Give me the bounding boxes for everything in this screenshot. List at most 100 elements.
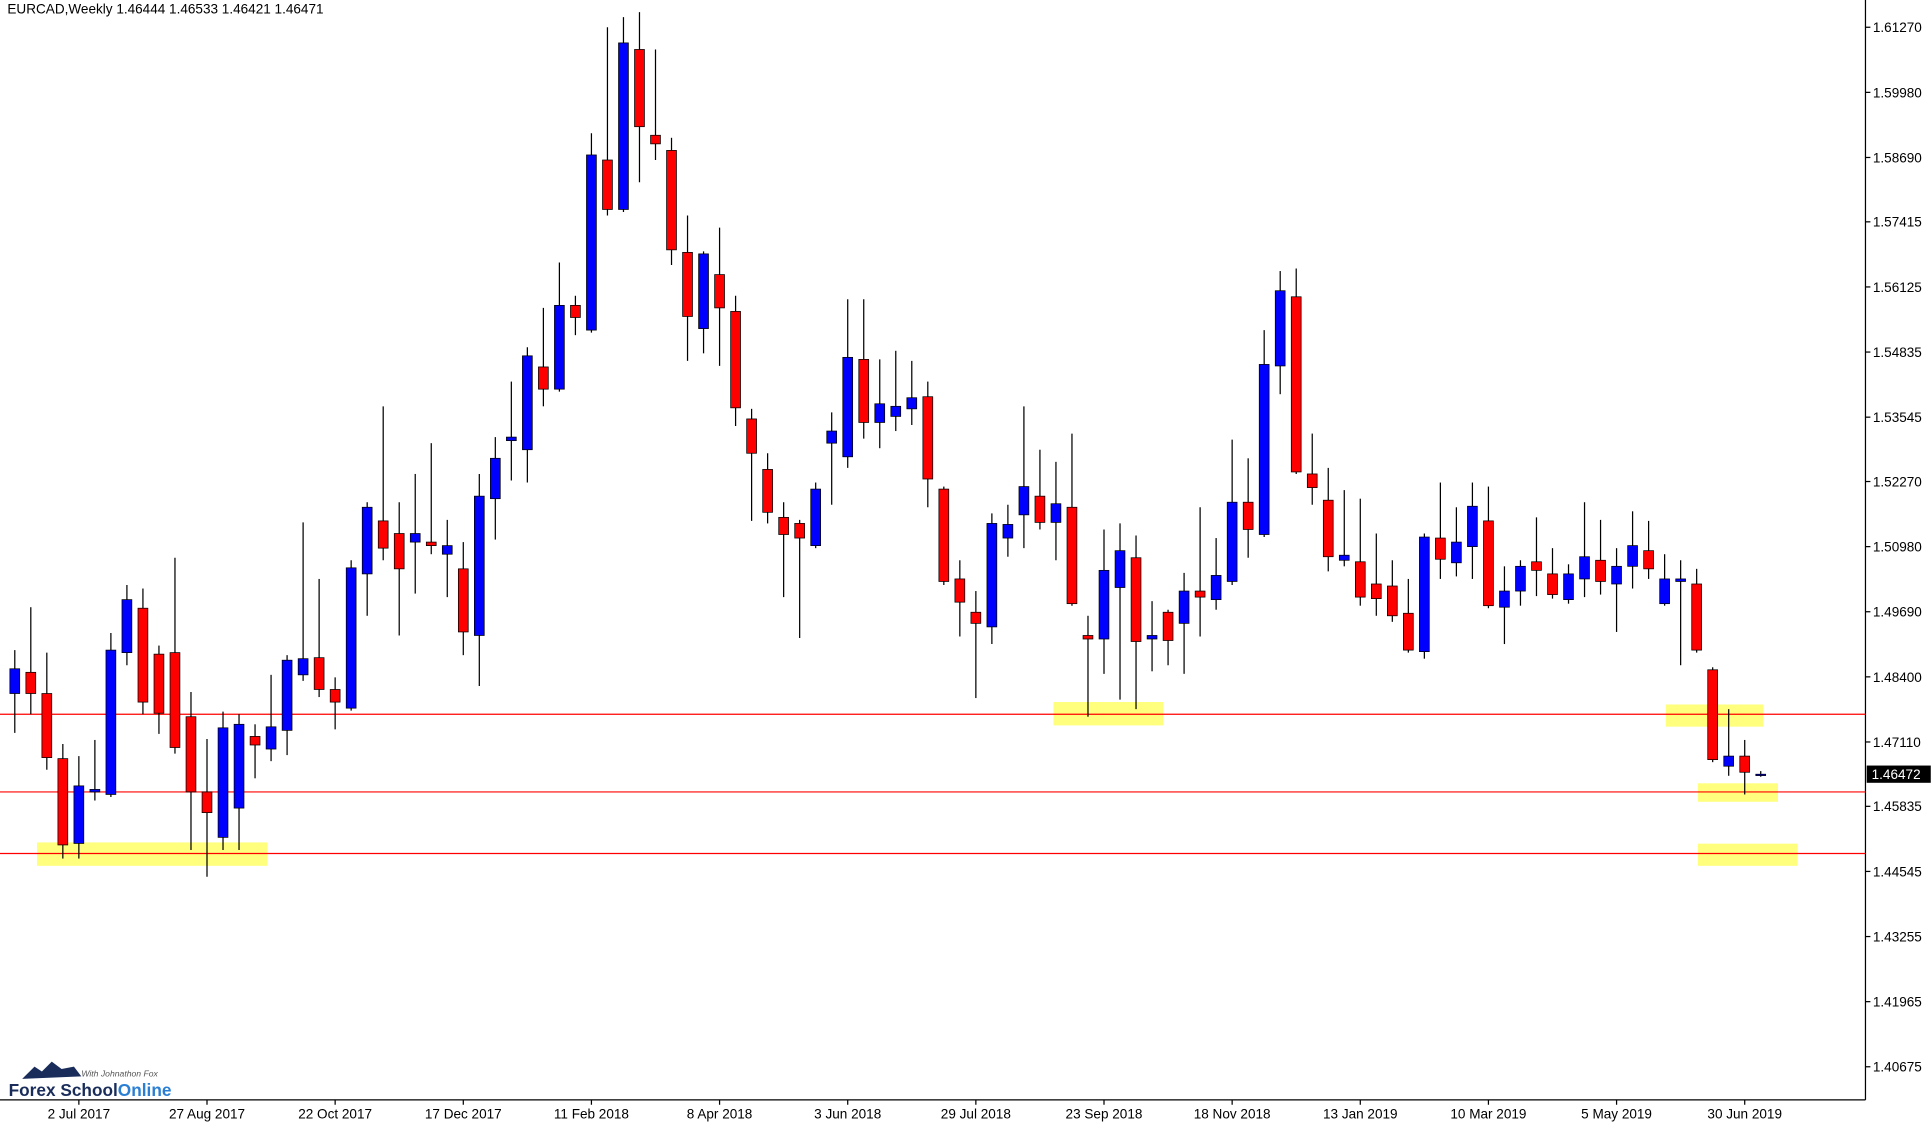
y-tick-label: 1.47110 — [1873, 735, 1921, 750]
candle-body — [281, 659, 293, 731]
candle-body — [1274, 290, 1286, 367]
candle-body — [249, 736, 261, 746]
candle-body — [1499, 590, 1510, 608]
candle-body — [1306, 473, 1318, 488]
y-tick-label: 1.58690 — [1873, 150, 1922, 165]
candle-body — [1018, 486, 1030, 516]
candle-body — [169, 652, 181, 748]
candle-body — [970, 611, 982, 624]
candle-body — [25, 671, 37, 694]
candle-body — [1322, 499, 1334, 558]
candle-body — [1338, 554, 1350, 561]
x-tick-label: 22 Oct 2017 — [298, 1106, 372, 1121]
x-tick-label: 18 Nov 2018 — [1194, 1106, 1271, 1121]
logo: With Johnathon Fox Forex SchoolOnline — [9, 1061, 172, 1100]
x-tick-label: 11 Feb 2018 — [554, 1106, 629, 1121]
candle-body — [1002, 524, 1014, 539]
candle-body — [1226, 501, 1238, 582]
logo-name-main: Forex School — [9, 1080, 118, 1100]
candle-body — [1467, 505, 1478, 548]
candle-body — [457, 568, 469, 633]
candle-body — [602, 159, 613, 210]
candle-body — [986, 523, 998, 628]
candle-body — [810, 488, 821, 546]
candle-body — [1258, 364, 1270, 535]
candle-body — [858, 359, 870, 423]
y-tick-label: 1.48400 — [1873, 670, 1922, 685]
candle-body — [1755, 773, 1767, 776]
candle-body — [73, 785, 85, 844]
candle-body — [874, 403, 886, 423]
candle-body — [554, 304, 565, 390]
candle-body — [1290, 296, 1302, 473]
candle-body — [666, 150, 677, 251]
x-tick-label: 3 Jun 2018 — [814, 1106, 881, 1121]
candle-body — [1034, 495, 1046, 523]
candle-body — [233, 723, 245, 809]
y-tick-label: 1.53545 — [1873, 410, 1922, 425]
candle-body — [1242, 501, 1254, 530]
x-tick-label: 2 Jul 2017 — [48, 1106, 111, 1121]
y-tick-label: 1.54835 — [1873, 345, 1922, 360]
y-tick-label: 1.56125 — [1873, 280, 1922, 295]
candle-body — [1739, 755, 1751, 773]
candle-body — [1194, 590, 1206, 598]
candle-body — [1371, 583, 1382, 599]
candle-body — [906, 397, 918, 410]
x-tick-label: 5 May 2019 — [1581, 1106, 1652, 1121]
candle-body — [506, 436, 517, 442]
y-tick-label: 1.45835 — [1873, 799, 1922, 814]
candle-body — [538, 366, 549, 390]
candle-body — [1595, 559, 1606, 582]
candle-body — [1707, 669, 1718, 761]
chart-title: EURCAD,Weekly 1.46444 1.46533 1.46421 1.… — [7, 2, 323, 17]
x-tick-label: 30 Jun 2019 — [1707, 1106, 1782, 1121]
candle-body — [1563, 573, 1574, 601]
y-tick-label: 1.40675 — [1873, 1060, 1922, 1075]
candle-body — [522, 355, 533, 451]
candle-body — [57, 758, 69, 846]
candle-body — [682, 252, 693, 317]
candle-body — [762, 469, 773, 513]
candle-body — [634, 49, 645, 128]
candle-body — [185, 716, 197, 793]
y-tick-label: 1.52270 — [1873, 474, 1922, 489]
candle-body — [1675, 578, 1686, 582]
candle-body — [1611, 565, 1622, 585]
candle-body — [1451, 541, 1462, 564]
y-tick-label: 1.44545 — [1873, 864, 1922, 879]
candle-body — [265, 726, 277, 750]
candle-body — [746, 418, 757, 454]
candle-body — [1643, 550, 1654, 570]
candle-body — [1579, 556, 1590, 580]
candle-body — [201, 791, 213, 814]
candle-body — [1354, 561, 1366, 598]
candle-body — [1483, 520, 1494, 607]
candle-body — [586, 154, 597, 331]
x-tick-label: 17 Dec 2017 — [425, 1106, 502, 1121]
y-tick-label: 1.57415 — [1873, 215, 1922, 230]
candle-body — [41, 693, 53, 758]
y-tick-label: 1.61270 — [1873, 20, 1922, 35]
logo-name-accent: Online — [118, 1080, 172, 1100]
x-tick-label: 8 Apr 2018 — [687, 1106, 753, 1121]
candle-body — [1162, 611, 1174, 641]
logo-tagline: With Johnathon Fox — [81, 1068, 158, 1078]
candle-body — [1130, 557, 1142, 642]
x-tick-label: 23 Sep 2018 — [1066, 1106, 1143, 1121]
candle-body — [474, 495, 485, 636]
candle-body — [1210, 575, 1222, 601]
current-price-box — [1866, 765, 1931, 783]
y-tick-label: 1.49690 — [1873, 605, 1922, 620]
candle-body — [698, 253, 709, 329]
candle-body — [1082, 635, 1094, 640]
candle-body — [345, 567, 357, 709]
candle-body — [490, 457, 501, 500]
logo-icon — [22, 1061, 82, 1079]
candle-body — [121, 599, 133, 653]
candle-body — [778, 516, 789, 535]
candle-body — [730, 311, 741, 409]
y-tick-label: 1.41965 — [1873, 995, 1922, 1010]
candle-body — [1146, 635, 1158, 640]
